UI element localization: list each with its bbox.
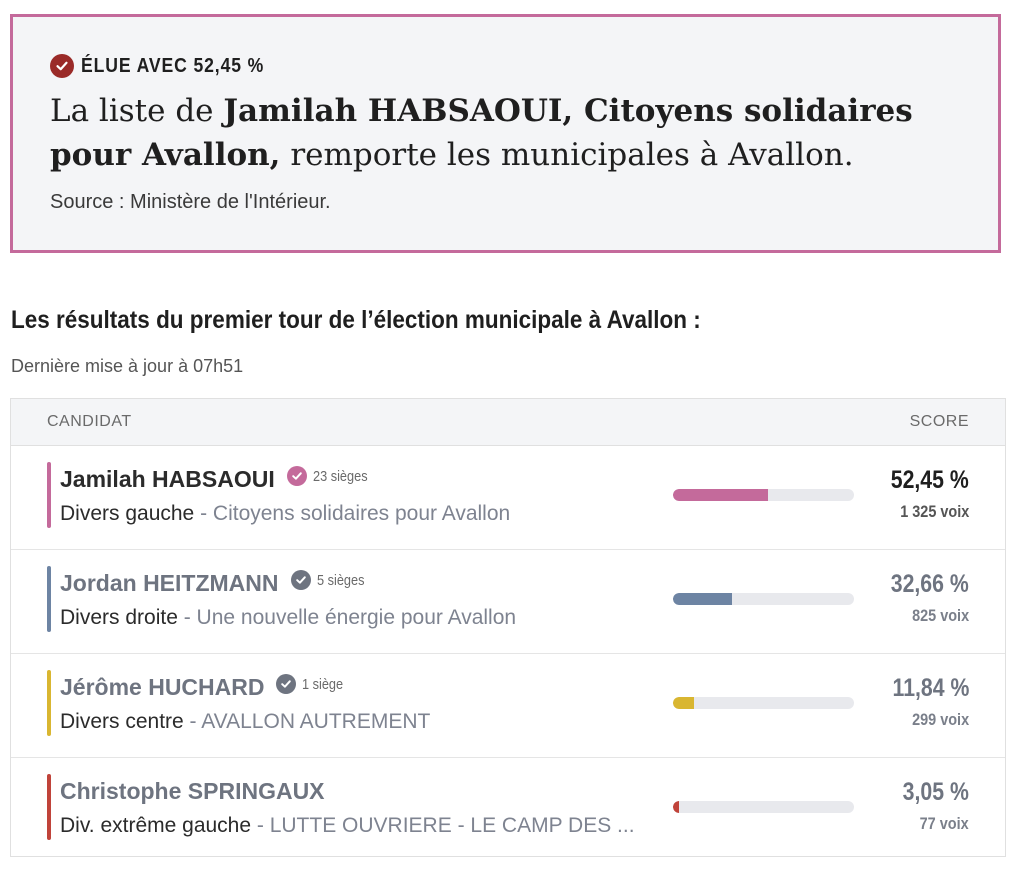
headline-prefix: La liste de [50, 93, 224, 129]
candidate-color-stripe [47, 774, 51, 840]
candidate-affiliation: Div. extrême gauche - LUTTE OUVRIERE - L… [60, 814, 635, 838]
headline-suffix: remporte les municipales à Avallon. [280, 137, 854, 173]
check-circle-icon [276, 674, 296, 694]
score-bar [673, 697, 854, 709]
candidate-affiliation: Divers droite - Une nouvelle énergie pou… [60, 606, 516, 630]
source-note: Source : Ministère de l'Intérieur. [50, 191, 331, 213]
score-bar-fill [673, 801, 679, 813]
seats-badge: 1 siège [276, 674, 350, 694]
vote-count: 825 voix [911, 606, 969, 625]
candidate-color-stripe [47, 670, 51, 736]
candidate-name: Jérôme HUCHARD [60, 674, 265, 700]
candidate-name: Christophe SPRINGAUX [60, 778, 325, 804]
seats-count: 1 siège [302, 675, 344, 693]
score-percent: 11,84 % [892, 674, 969, 702]
list-separator: - [183, 710, 202, 733]
seats-badge: 23 sièges [287, 466, 377, 486]
party-label: Div. extrême gauche [60, 814, 252, 837]
winner-banner: ÉLUE AVEC 52,45 % La liste de Jamilah HA… [10, 14, 1001, 253]
score-bar [673, 593, 854, 605]
check-circle-icon [291, 570, 311, 590]
seats-badge: 5 sièges [291, 570, 373, 590]
elected-badge: ÉLUE AVEC 52,45 % [50, 54, 289, 78]
party-label: Divers centre [60, 710, 184, 733]
vote-count: 1 325 voix [899, 502, 969, 521]
score-percent: 52,45 % [891, 466, 969, 494]
column-header-score: SCORE [909, 413, 969, 430]
candidate-color-stripe [47, 566, 51, 632]
list-separator: - [177, 606, 197, 629]
check-circle-icon [50, 54, 74, 78]
section-title: Les résultats du premier tour de l’élect… [11, 306, 701, 334]
list-name: LUTTE OUVRIERE - LE CAMP DES ... [269, 814, 635, 837]
seats-count: 5 sièges [317, 571, 365, 589]
list-separator: - [251, 814, 270, 837]
table-row: Jérôme HUCHARD 1 siège Divers centre - AVA… [11, 654, 1005, 758]
candidate-color-stripe [47, 462, 51, 528]
column-header-candidate: CANDIDAT [47, 413, 132, 430]
results-table: CANDIDAT SCORE Jamilah HABSAOUI 23 sièges… [10, 398, 1006, 857]
candidate-affiliation: Divers centre - AVALLON AUTREMENT [60, 710, 430, 734]
list-name: Citoyens solidaires pour Avallon [212, 502, 511, 525]
result-headline: La liste de Jamilah HABSAOUI, Citoyens s… [50, 89, 980, 177]
party-label: Divers gauche [60, 502, 195, 525]
table-row: Jamilah HABSAOUI 23 sièges Divers gauche -… [11, 446, 1005, 550]
score-bar-fill [673, 489, 768, 501]
score-bar [673, 801, 854, 813]
vote-count: 77 voix [919, 814, 969, 833]
score-percent: 3,05 % [902, 778, 969, 806]
score-percent: 32,66 % [891, 570, 969, 598]
score-bar-fill [673, 697, 695, 709]
table-row: Christophe SPRINGAUX Div. extrême gauche … [11, 758, 1005, 861]
check-circle-icon [287, 466, 307, 486]
vote-count: 299 voix [911, 710, 969, 729]
party-label: Divers droite [60, 606, 178, 629]
last-update: Dernière mise à jour à 07h51 [11, 356, 244, 376]
headline-winner: Jamilah HABSAOUI, Citoyens solidaires po… [50, 93, 913, 173]
candidate-name: Jordan HEITZMANN [60, 570, 279, 596]
list-separator: - [194, 502, 213, 525]
table-header: CANDIDAT SCORE [11, 399, 1005, 446]
score-bar-fill [673, 593, 733, 605]
list-name: Une nouvelle énergie pour Avallon [196, 606, 517, 629]
elected-badge-label: ÉLUE AVEC 52,45 % [81, 54, 265, 77]
score-bar [673, 489, 854, 501]
seats-count: 23 sièges [313, 467, 368, 485]
list-name: AVALLON AUTREMENT [201, 710, 431, 733]
results-rows: Jamilah HABSAOUI 23 sièges Divers gauche -… [11, 446, 1005, 861]
candidate-affiliation: Divers gauche - Citoyens solidaires pour… [60, 502, 510, 526]
table-row: Jordan HEITZMANN 5 sièges Divers droite - … [11, 550, 1005, 654]
candidate-name: Jamilah HABSAOUI [60, 466, 275, 492]
